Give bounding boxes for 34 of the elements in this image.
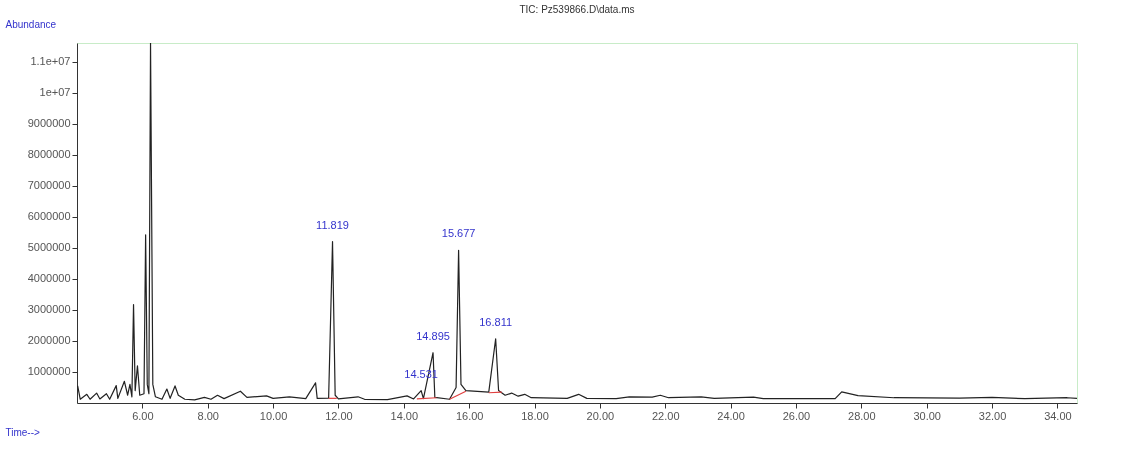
y-tick-label: 4000000: [27, 272, 71, 285]
x-tick-label: 20.00: [586, 409, 615, 422]
x-tick-label: 22.00: [651, 409, 680, 422]
y-tick-label: 1.1e+07: [30, 55, 71, 68]
line-series: [77, 43, 1077, 401]
y-tick-label: 1000000: [27, 365, 71, 378]
x-tick-label: 8.00: [197, 409, 219, 422]
y-tick-label: 2000000: [27, 334, 71, 347]
x-tick-label: 18.00: [521, 409, 549, 422]
x-tick-label: 6.00: [132, 409, 154, 422]
x-axis-title: Time-->: [5, 426, 41, 438]
x-tick-label: 16.00: [455, 409, 484, 422]
y-tick-label: 8000000: [27, 148, 71, 161]
y-tick-label: 9000000: [27, 117, 71, 130]
annotation: 14.895: [416, 329, 450, 342]
y-tick-label: 5000000: [27, 241, 71, 254]
annotation: 15.677: [441, 227, 476, 240]
y-tick-label: 7000000: [27, 179, 71, 192]
chart-title: TIC: Pz539866.D\data.ms: [519, 4, 635, 15]
x-tick-label: 10.00: [259, 409, 288, 422]
x-tick-label: 32.00: [978, 409, 1007, 422]
x-tick-label: 28.00: [848, 409, 876, 422]
y-tick-label: 1e+07: [39, 86, 71, 99]
x-tick-label: 30.00: [913, 409, 941, 422]
y-tick-label: 3000000: [27, 303, 71, 316]
x-tick-label: 12.00: [325, 409, 353, 422]
annotation: 16.811: [479, 315, 513, 328]
x-tick-label: 14.00: [390, 409, 419, 422]
x-tick-label: 24.00: [717, 409, 745, 422]
annotation: 11.819: [316, 218, 349, 231]
x-tick-label: 26.00: [782, 409, 811, 422]
y-axis-title: Abundance: [5, 18, 57, 30]
x-tick-label: 34.00: [1044, 409, 1072, 422]
y-tick-label: 6000000: [27, 210, 71, 223]
